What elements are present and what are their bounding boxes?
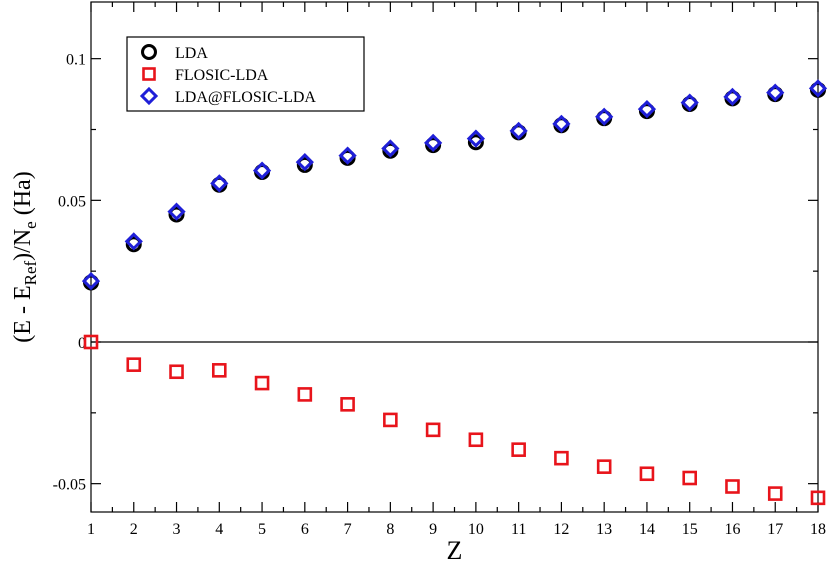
lda-at-flosic-lda-point [381,139,400,158]
x-tick-label: 17 [767,521,783,538]
lda-at-flosic-lda-point [338,146,357,165]
y-axis-title-sub1: Ref [21,260,40,285]
lda-at-flosic-lda-point [637,99,657,119]
legend-marker-lda [141,44,157,60]
y-axis-title-mid: )/N [10,229,36,261]
lda-point [168,206,185,223]
lda-at-flosic-lda-point [723,87,742,107]
flosic-lda-point [254,375,270,391]
lda-at-flosic-lda-point [595,107,614,126]
x-tick-label: 10 [468,521,484,538]
lda-point [125,236,142,253]
y-tick-label: 0 [78,335,86,352]
lda-at-flosic-lda-point [509,121,528,141]
lda-at-flosic-lda-point [423,133,443,152]
flosic-lda-point [468,432,484,448]
points-layer [81,79,828,506]
x-tick-label: 11 [511,521,526,538]
legend: LDA FLOSIC-LDA LDA@FLOSIC-LDA [126,36,365,112]
x-tick-label: 3 [173,521,181,538]
flosic-lda-point [639,466,655,482]
flosic-lda-point [169,364,184,380]
legend-label-lda: LDA [175,45,208,62]
lda-at-flosic-lda-point [808,79,828,98]
y-axis-title-suffix: (Ha) [10,171,36,221]
y-axis-title-sub2: e [21,221,40,229]
x-tick-label: 6 [301,521,309,538]
x-tick-label: 12 [553,521,569,538]
y-tick-label: -0.05 [53,477,86,494]
series-lda-flosic-lda [81,79,828,291]
legend-marker-lda-at-flosic-lda [139,86,159,106]
x-tick-label: 14 [639,521,655,538]
flosic-lda-point [83,334,99,350]
x-tick-label: 1 [87,521,95,538]
x-tick-label: 15 [682,521,698,538]
lda-at-flosic-lda-point [552,114,571,133]
x-tick-label: 9 [429,521,437,538]
legend-box [126,36,365,112]
lda-at-flosic-lda-point [81,271,101,291]
lda-at-flosic-lda-point [210,174,229,193]
x-tick-label: 2 [130,521,138,538]
x-tick-label: 7 [344,521,352,538]
series-flosic-lda [83,334,826,506]
y-tick-label: 0.05 [58,193,86,210]
flosic-lda-point [554,450,569,466]
x-tick-label: 8 [386,521,394,538]
legend-marker-flosic-lda [142,67,156,81]
x-tick-label: 16 [724,521,740,538]
lda-point [296,156,313,173]
x-tick-label: 13 [596,521,612,538]
x-tick-label: 5 [258,521,266,538]
lda-point [467,134,484,151]
flosic-lda-point [682,470,698,486]
flosic-lda-point [297,387,313,402]
x-tick-label: 18 [810,521,826,538]
lda-at-flosic-lda-point [167,202,186,221]
y-axis-title: (E - ERef)/Ne (Ha) [10,171,40,342]
flosic-lda-point [340,397,355,412]
x-tick-label: 4 [215,521,223,538]
x-axis-title: Z [447,536,463,563]
lda-at-flosic-lda-point [680,93,699,112]
flosic-lda-point [596,459,612,474]
flosic-lda-point [126,357,142,372]
lda-at-flosic-lda-point [466,129,486,148]
flosic-lda-point [725,479,740,494]
lda-at-flosic-lda-point [295,152,314,172]
lda-at-flosic-lda-point [766,83,785,102]
lda-at-flosic-lda-point [124,232,143,251]
flosic-lda-point [425,422,441,438]
flosic-lda-point [211,363,227,378]
flosic-lda-point [383,412,398,428]
legend-label-lda-at-flosic-lda: LDA@FLOSIC-LDA [175,89,316,106]
y-axis-title-prefix: (E - E [10,285,36,342]
y-tick-label: 0.1 [66,52,86,69]
legend-label-flosic-lda: FLOSIC-LDA [175,67,269,84]
lda-at-flosic-lda-point [252,161,272,180]
flosic-lda-point [511,442,526,457]
flosic-lda-point [767,486,783,501]
flosic-lda-point [810,490,826,506]
